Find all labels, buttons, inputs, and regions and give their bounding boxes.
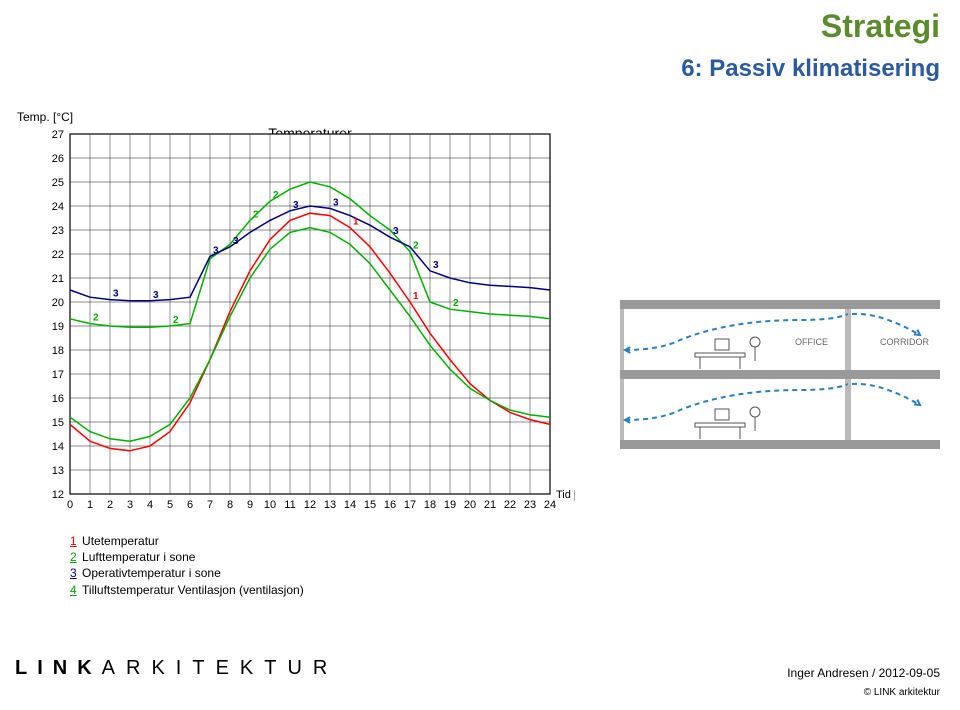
svg-text:5: 5 — [167, 499, 173, 511]
svg-text:24: 24 — [544, 499, 556, 511]
svg-text:15: 15 — [52, 417, 64, 429]
legend-item-3: 3 Operativtemperatur i sone — [70, 565, 575, 581]
svg-text:1: 1 — [87, 499, 93, 511]
svg-text:23: 23 — [524, 499, 536, 511]
series-marker: 2 — [93, 313, 99, 324]
diagram-svg: OFFICE CORRIDOR — [620, 290, 940, 460]
svg-text:23: 23 — [52, 225, 64, 237]
svg-text:22: 22 — [52, 249, 64, 261]
series-marker: 3 — [293, 200, 299, 211]
svg-text:20: 20 — [52, 297, 64, 309]
series-marker: 3 — [153, 290, 159, 301]
svg-text:17: 17 — [52, 369, 64, 381]
series-marker: 3 — [393, 226, 399, 237]
footer-author-date: Inger Andresen / 2012-09-05 — [787, 666, 940, 680]
svg-text:20: 20 — [464, 499, 476, 511]
legend-label-4: Tilluftstemperatur Ventilasjon (ventilas… — [82, 583, 304, 597]
svg-text:24: 24 — [52, 201, 64, 213]
building-section-diagram: OFFICE CORRIDOR — [620, 290, 940, 460]
legend-label-2: Lufttemperatur i sone — [82, 550, 195, 564]
x-axis-label: Tid [h] — [556, 489, 575, 501]
label-office: OFFICE — [795, 337, 828, 347]
svg-text:17: 17 — [404, 499, 416, 511]
svg-text:26: 26 — [52, 153, 64, 165]
footer-copyright: © LINK arkitektur — [864, 687, 940, 698]
series-marker: 3 — [433, 260, 439, 271]
svg-text:27: 27 — [52, 129, 64, 141]
legend-num-3: 3 — [70, 566, 77, 580]
series-marker: 3 — [213, 245, 219, 256]
page-subtitle: 6: Passiv klimatisering — [681, 55, 940, 83]
legend-item-4: 4 Tilluftstemperatur Ventilasjon (ventil… — [70, 582, 575, 598]
legend-num-4: 4 — [70, 583, 77, 597]
series-marker: 3 — [113, 289, 119, 300]
svg-text:25: 25 — [52, 177, 64, 189]
series-marker: 2 — [413, 241, 419, 252]
svg-text:19: 19 — [444, 499, 456, 511]
svg-text:15: 15 — [364, 499, 376, 511]
svg-text:13: 13 — [324, 499, 336, 511]
svg-text:16: 16 — [52, 393, 64, 405]
svg-text:0: 0 — [67, 499, 73, 511]
page-title: Strategi — [821, 8, 940, 45]
svg-text:21: 21 — [52, 273, 64, 285]
series-marker: 2 — [273, 190, 279, 201]
series-marker: 3 — [333, 197, 339, 208]
legend-item-2: 2 Lufttemperatur i sone — [70, 549, 575, 565]
chart-legend: 1 Utetemperatur 2 Lufttemperatur i sone … — [70, 533, 575, 598]
svg-text:18: 18 — [424, 499, 436, 511]
svg-text:13: 13 — [52, 465, 64, 477]
legend-num-1: 1 — [70, 534, 77, 548]
temperature-chart: Temp. [°C] Temperaturer01234567891011121… — [15, 110, 575, 598]
svg-text:21: 21 — [484, 499, 496, 511]
series-marker: 2 — [453, 298, 459, 309]
svg-text:3: 3 — [127, 499, 133, 511]
svg-text:2: 2 — [107, 499, 113, 511]
label-corridor: CORRIDOR — [880, 337, 929, 347]
svg-text:10: 10 — [264, 499, 276, 511]
svg-text:4: 4 — [147, 499, 153, 511]
svg-text:9: 9 — [247, 499, 253, 511]
svg-text:22: 22 — [504, 499, 516, 511]
svg-text:7: 7 — [207, 499, 213, 511]
svg-text:8: 8 — [227, 499, 233, 511]
series-marker: 2 — [253, 209, 259, 220]
svg-text:16: 16 — [384, 499, 396, 511]
y-axis-label: Temp. [°C] — [17, 110, 575, 124]
series-marker: 1 — [413, 291, 419, 302]
series-marker: 3 — [233, 236, 239, 247]
svg-text:6: 6 — [187, 499, 193, 511]
svg-text:11: 11 — [284, 499, 295, 511]
logo-part-1: LINK — [15, 657, 102, 679]
series-marker: 1 — [353, 217, 359, 228]
chart-svg: Temperaturer0123456789101112131415161718… — [15, 126, 575, 531]
svg-text:14: 14 — [344, 499, 356, 511]
svg-text:12: 12 — [304, 499, 316, 511]
logo: LINKARKITEKTUR — [15, 657, 338, 680]
svg-text:18: 18 — [52, 345, 64, 357]
svg-text:19: 19 — [52, 321, 64, 333]
legend-label-1: Utetemperatur — [82, 534, 159, 548]
legend-item-1: 1 Utetemperatur — [70, 533, 575, 549]
series-marker: 2 — [173, 315, 179, 326]
svg-text:14: 14 — [52, 441, 64, 453]
svg-text:12: 12 — [52, 489, 64, 501]
legend-label-3: Operativtemperatur i sone — [82, 566, 221, 580]
logo-part-2: ARKITEKTUR — [102, 657, 339, 679]
legend-num-2: 2 — [70, 550, 77, 564]
